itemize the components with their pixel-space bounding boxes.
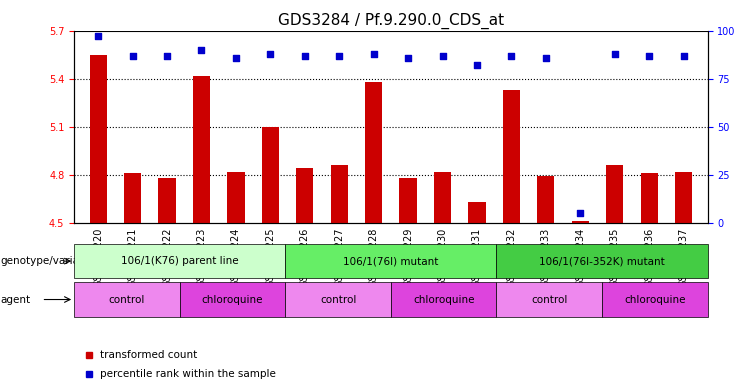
Point <box>471 62 483 68</box>
Point <box>161 53 173 59</box>
Bar <box>606 165 623 223</box>
Point <box>505 53 517 59</box>
Bar <box>262 127 279 223</box>
Point <box>196 47 207 53</box>
Point <box>574 210 586 216</box>
Point <box>677 53 689 59</box>
Bar <box>159 178 176 223</box>
Text: transformed count: transformed count <box>100 350 197 360</box>
Bar <box>537 176 554 223</box>
Text: agent: agent <box>1 295 31 305</box>
Text: 106/1(76I-352K) mutant: 106/1(76I-352K) mutant <box>539 256 665 266</box>
Bar <box>675 172 692 223</box>
Point <box>299 53 310 59</box>
Bar <box>330 165 348 223</box>
Text: control: control <box>320 295 356 305</box>
Bar <box>365 82 382 223</box>
Point <box>230 55 242 61</box>
Point <box>540 55 552 61</box>
Point <box>265 51 276 57</box>
Point <box>127 53 139 59</box>
Bar <box>90 55 107 223</box>
Point <box>368 51 379 57</box>
Bar <box>434 172 451 223</box>
Text: 106/1(K76) parent line: 106/1(K76) parent line <box>121 256 239 266</box>
Text: control: control <box>531 295 568 305</box>
Point <box>643 53 655 59</box>
Text: chloroquine: chloroquine <box>413 295 474 305</box>
Point <box>333 53 345 59</box>
Text: chloroquine: chloroquine <box>202 295 263 305</box>
Bar <box>124 173 142 223</box>
Bar <box>193 76 210 223</box>
Text: control: control <box>109 295 145 305</box>
Text: genotype/variation: genotype/variation <box>1 256 100 266</box>
Bar <box>399 178 416 223</box>
Point <box>609 51 621 57</box>
Bar <box>503 90 520 223</box>
Point <box>402 55 414 61</box>
Text: 106/1(76I) mutant: 106/1(76I) mutant <box>343 256 439 266</box>
Point <box>93 33 104 40</box>
Text: chloroquine: chloroquine <box>624 295 685 305</box>
Bar <box>296 168 313 223</box>
Text: percentile rank within the sample: percentile rank within the sample <box>100 369 276 379</box>
Point <box>436 53 448 59</box>
Bar <box>571 221 589 223</box>
Bar <box>640 173 658 223</box>
Bar <box>468 202 485 223</box>
Bar <box>227 172 245 223</box>
Title: GDS3284 / Pf.9.290.0_CDS_at: GDS3284 / Pf.9.290.0_CDS_at <box>278 13 504 29</box>
